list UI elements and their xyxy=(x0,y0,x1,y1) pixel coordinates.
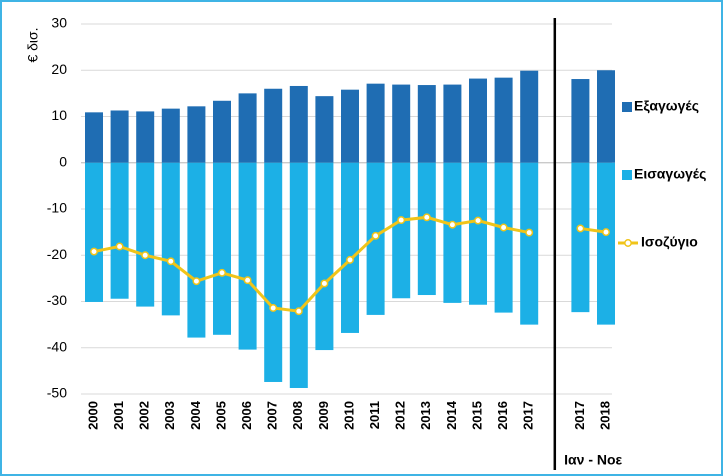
bar xyxy=(520,70,539,163)
x-tick-label: 2002 xyxy=(137,401,152,430)
y-tick-label: -20 xyxy=(47,246,67,262)
line-marker xyxy=(397,216,406,225)
legend-swatch xyxy=(624,239,632,247)
y-tick-label: 20 xyxy=(51,61,67,77)
line-marker xyxy=(448,220,457,229)
x-tick-label: 2016 xyxy=(495,401,510,430)
line-marker xyxy=(474,216,482,225)
line-marker xyxy=(576,224,585,233)
x-tick-label: 2000 xyxy=(85,401,100,430)
x-tick-label: 2006 xyxy=(239,401,254,430)
x-tick-label: 2015 xyxy=(469,401,484,430)
bar xyxy=(238,93,257,163)
x-tick-label: 2013 xyxy=(418,401,433,430)
bar xyxy=(417,162,436,296)
bar xyxy=(571,79,590,163)
annotation: Ιαν - Νοε xyxy=(564,452,622,468)
bar xyxy=(494,162,513,313)
x-tick-label: 2003 xyxy=(162,401,177,430)
y-axis-label: € δισ. xyxy=(25,27,41,62)
bar xyxy=(469,78,487,163)
line-marker xyxy=(294,307,303,316)
bar xyxy=(161,108,180,163)
x-tick-label: 2011 xyxy=(367,401,382,429)
x-tick-label: 2007 xyxy=(265,401,280,430)
bar xyxy=(136,111,155,163)
x-tick-label: 2004 xyxy=(188,400,203,430)
bar xyxy=(366,83,385,163)
y-tick-label: 10 xyxy=(51,107,67,123)
bar xyxy=(187,106,206,163)
line-marker xyxy=(269,304,278,312)
bar xyxy=(494,77,513,163)
bar xyxy=(85,162,103,302)
line-marker xyxy=(422,213,431,222)
bar xyxy=(85,112,103,163)
legend-label: Ισοζύγιο xyxy=(641,234,698,250)
bar xyxy=(392,162,411,299)
bar xyxy=(571,162,590,313)
y-tick-label: -10 xyxy=(47,200,67,216)
x-tick-label: 2018 xyxy=(597,401,612,430)
line-marker xyxy=(346,255,354,264)
line-marker xyxy=(499,223,508,232)
bar xyxy=(264,162,283,382)
y-tick-label: 0 xyxy=(59,153,67,169)
y-tick-label: -40 xyxy=(47,338,67,354)
bar xyxy=(341,89,359,163)
y-tick-label: -50 xyxy=(47,385,67,401)
bar xyxy=(238,162,257,350)
x-tick-label: 2012 xyxy=(393,401,408,430)
bar xyxy=(469,162,487,305)
bar xyxy=(187,162,206,338)
y-tick-label: -30 xyxy=(47,292,67,308)
legend-swatch xyxy=(622,102,632,112)
line-marker xyxy=(602,228,610,237)
line-marker xyxy=(141,251,150,260)
x-tick-label: 2005 xyxy=(213,401,228,430)
line-marker xyxy=(218,268,226,277)
line-marker xyxy=(90,247,98,256)
x-tick-label: 2014 xyxy=(444,400,459,430)
x-tick-label: 2010 xyxy=(341,401,356,430)
bar xyxy=(443,162,462,303)
bar xyxy=(520,162,539,325)
bar xyxy=(341,162,359,333)
bar xyxy=(392,84,411,163)
bar xyxy=(443,84,462,163)
x-tick-label: 2017 xyxy=(521,401,536,430)
bar xyxy=(597,162,615,325)
line-marker xyxy=(371,231,380,240)
bar xyxy=(289,85,308,163)
legend-label: Εξαγωγές xyxy=(634,98,699,114)
bar xyxy=(315,96,334,163)
bar xyxy=(315,162,334,351)
bar xyxy=(110,162,129,299)
line-marker xyxy=(192,277,201,286)
legend-swatch xyxy=(622,170,632,180)
bar xyxy=(161,162,180,316)
bar xyxy=(136,162,155,307)
bar xyxy=(289,162,308,388)
line-marker xyxy=(115,242,124,251)
x-tick-label: 2017 xyxy=(572,401,587,430)
x-tick-label: 2009 xyxy=(316,401,331,430)
line-marker xyxy=(243,276,252,285)
line xyxy=(93,215,607,313)
bar xyxy=(213,162,231,335)
line-marker xyxy=(320,279,329,288)
x-tick-label: 2001 xyxy=(111,401,126,430)
bar xyxy=(110,110,129,163)
bar xyxy=(213,100,231,163)
x-tick-label: 2008 xyxy=(290,401,305,430)
bar xyxy=(417,85,436,163)
line-marker xyxy=(166,257,175,266)
line-marker xyxy=(525,228,534,237)
bar xyxy=(264,88,283,163)
y-tick-label: 30 xyxy=(51,15,67,31)
legend-label: Εισαγωγές xyxy=(634,166,706,182)
bar xyxy=(597,70,615,163)
